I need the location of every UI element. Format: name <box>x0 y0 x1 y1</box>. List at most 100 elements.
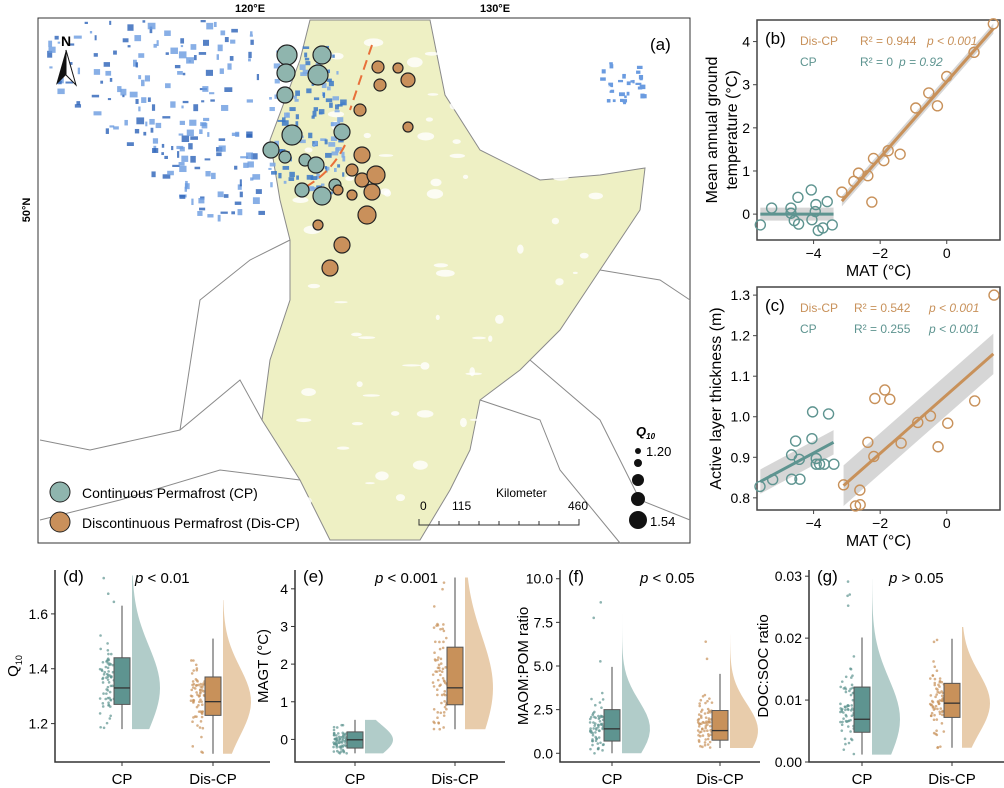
permafrost-pixel <box>289 107 296 112</box>
permafrost-pixel <box>209 92 215 95</box>
non-forest-patch <box>459 417 467 428</box>
site-marker-dis-cp <box>363 183 381 201</box>
y-tick-label: 1.0 <box>731 409 751 425</box>
jitter-point <box>594 735 597 739</box>
x-tick-label: 0 <box>943 515 951 531</box>
non-forest-patch <box>504 413 521 416</box>
jitter-point <box>438 669 442 672</box>
non-forest-patch <box>417 132 435 141</box>
permafrost-pixel <box>138 106 141 112</box>
non-forest-patch <box>484 449 491 456</box>
jitter-point <box>110 675 113 678</box>
jitter-point <box>935 729 938 732</box>
data-point-Dis-CP <box>879 384 891 396</box>
jitter-point <box>437 663 441 667</box>
permafrost-pixel <box>204 158 211 161</box>
permafrost-pixel <box>77 67 81 75</box>
box-panel-d: 1.2 1.4 1.6 Q10 (d) p < 0.01 CP Dis-CP <box>5 567 270 788</box>
jitter-point <box>696 729 700 732</box>
permafrost-pixel <box>251 153 258 160</box>
permafrost-pixel <box>134 35 142 42</box>
non-forest-patch <box>587 101 597 104</box>
jitter-point <box>99 634 102 637</box>
north-label: N <box>61 33 71 49</box>
permafrost-pixel <box>335 104 339 110</box>
jitter-point <box>942 730 946 733</box>
permafrost-pixel <box>197 211 203 216</box>
non-forest-patch <box>365 482 375 485</box>
jitter-point <box>200 703 204 707</box>
jitter-point <box>433 658 437 661</box>
non-forest-patch <box>589 389 605 393</box>
jitter-point <box>104 697 108 701</box>
permafrost-pixel <box>643 94 647 99</box>
permafrost-pixel <box>216 54 219 60</box>
jitter-point <box>195 705 199 709</box>
y-tick-label: 2 <box>742 120 750 136</box>
permafrost-pixel <box>191 198 194 206</box>
permafrost-pixel <box>600 77 606 81</box>
jitter-point <box>941 697 944 701</box>
jitter-point <box>601 726 605 730</box>
jitter-point <box>201 684 205 687</box>
permafrost-pixel <box>193 104 199 112</box>
permafrost-pixel <box>618 79 624 83</box>
non-forest-patch <box>572 137 580 148</box>
non-forest-patch <box>416 410 434 418</box>
data-point-Dis-CP <box>987 18 1000 30</box>
permafrost-pixel <box>231 132 240 137</box>
jitter-point <box>105 692 108 695</box>
jitter-point <box>199 720 203 723</box>
permafrost-pixel <box>330 122 334 127</box>
data-point-CP <box>805 184 817 196</box>
jitter-point <box>107 703 111 707</box>
jitter-point <box>591 739 594 743</box>
jitter-point <box>199 698 202 701</box>
permafrost-pixel <box>258 210 265 215</box>
jitter-point <box>445 636 448 640</box>
jitter-point <box>345 751 348 755</box>
legend-swatch-dis-cp <box>49 511 71 533</box>
jitter-point <box>101 705 105 708</box>
jitter-point <box>197 703 200 707</box>
box <box>446 646 464 706</box>
data-point-Dis-CP <box>931 100 944 112</box>
permafrost-pixel <box>288 177 295 181</box>
scale-label: 0 <box>420 499 427 513</box>
permafrost-pixel <box>632 79 635 84</box>
legend-label-cp: Continuous Permafrost (CP) <box>82 485 258 501</box>
jitter-point <box>437 666 441 670</box>
permafrost-pixel <box>141 79 145 87</box>
permafrost-pixel <box>612 99 616 103</box>
jitter-point <box>705 720 708 723</box>
jitter-point <box>842 717 845 720</box>
jitter-point <box>441 667 445 671</box>
jitter-point <box>929 703 933 707</box>
lat-label: 50°N <box>21 198 33 223</box>
permafrost-pixel <box>626 91 630 96</box>
permafrost-pixel <box>198 197 205 204</box>
permafrost-pixel <box>306 88 312 94</box>
y-axis-label: DOC:SOC ratio <box>755 614 772 717</box>
permafrost-pixel <box>307 186 315 192</box>
jitter-point <box>194 663 198 667</box>
non-forest-patch <box>598 133 616 144</box>
permafrost-pixel <box>179 120 185 125</box>
jitter-point <box>598 720 602 723</box>
site-marker-cp <box>262 141 280 159</box>
permafrost-pixel <box>230 39 236 44</box>
non-forest-patch <box>330 52 344 60</box>
data-point-CP <box>785 202 797 214</box>
permafrost-pixel <box>217 44 223 52</box>
jitter-point <box>436 693 439 697</box>
permafrost-pixel <box>269 162 276 167</box>
jitter-point <box>934 695 937 699</box>
permafrost-pixel <box>135 99 139 104</box>
jitter-point <box>439 657 443 661</box>
jitter-point <box>102 576 106 580</box>
jitter-point <box>432 626 436 629</box>
permafrost-pixel <box>278 172 282 179</box>
permafrost-pixel <box>167 170 174 176</box>
jitter-point <box>442 692 446 696</box>
permafrost-pixel <box>170 101 176 108</box>
